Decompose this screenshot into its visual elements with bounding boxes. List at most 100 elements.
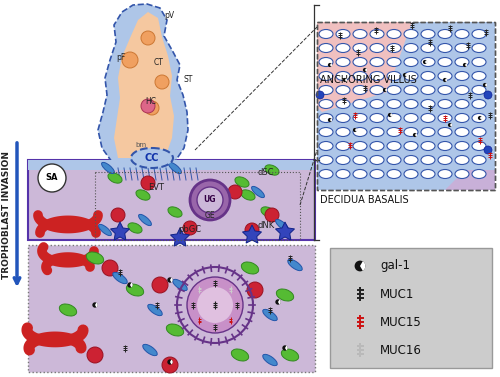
- Text: dNK: dNK: [258, 221, 275, 230]
- Ellipse shape: [387, 43, 401, 52]
- Ellipse shape: [336, 155, 350, 164]
- Circle shape: [484, 146, 492, 154]
- Ellipse shape: [370, 170, 384, 178]
- Ellipse shape: [235, 177, 249, 187]
- Text: gal-1: gal-1: [380, 259, 410, 273]
- Ellipse shape: [455, 72, 469, 81]
- Ellipse shape: [455, 29, 469, 38]
- Ellipse shape: [60, 304, 76, 316]
- Circle shape: [162, 357, 178, 373]
- Ellipse shape: [421, 155, 435, 164]
- Circle shape: [483, 83, 487, 87]
- Ellipse shape: [232, 349, 248, 361]
- Ellipse shape: [404, 100, 418, 109]
- Ellipse shape: [353, 29, 367, 38]
- Polygon shape: [98, 4, 188, 167]
- Ellipse shape: [241, 190, 255, 200]
- Ellipse shape: [128, 223, 142, 233]
- Ellipse shape: [136, 190, 150, 200]
- Text: HC: HC: [145, 97, 156, 106]
- Ellipse shape: [455, 155, 469, 164]
- Ellipse shape: [336, 72, 350, 81]
- Text: ANCHORING VILLUS: ANCHORING VILLUS: [320, 75, 417, 85]
- Circle shape: [128, 282, 132, 288]
- Ellipse shape: [421, 86, 435, 95]
- Ellipse shape: [387, 170, 401, 178]
- Ellipse shape: [242, 262, 258, 274]
- Text: pbGC: pbGC: [178, 225, 201, 234]
- Ellipse shape: [336, 113, 350, 123]
- Ellipse shape: [168, 162, 181, 174]
- Circle shape: [38, 164, 66, 192]
- Text: TROPHOBLAST INVASION: TROPHOBLAST INVASION: [2, 151, 12, 279]
- Circle shape: [423, 60, 427, 64]
- Ellipse shape: [455, 170, 469, 178]
- Circle shape: [328, 63, 332, 67]
- Ellipse shape: [319, 43, 333, 52]
- Ellipse shape: [438, 141, 452, 150]
- Ellipse shape: [370, 100, 384, 109]
- Ellipse shape: [404, 43, 418, 52]
- Ellipse shape: [370, 72, 384, 81]
- Wedge shape: [390, 113, 392, 117]
- Circle shape: [276, 299, 280, 305]
- Text: CT: CT: [154, 58, 164, 67]
- Text: MUC15: MUC15: [380, 316, 422, 328]
- Ellipse shape: [438, 155, 452, 164]
- Ellipse shape: [353, 170, 367, 178]
- Circle shape: [152, 277, 168, 293]
- Ellipse shape: [387, 29, 401, 38]
- Ellipse shape: [404, 86, 418, 95]
- Ellipse shape: [472, 72, 486, 81]
- Ellipse shape: [353, 100, 367, 109]
- Wedge shape: [285, 346, 288, 350]
- Ellipse shape: [438, 72, 452, 81]
- Ellipse shape: [455, 141, 469, 150]
- Circle shape: [282, 345, 288, 351]
- Wedge shape: [170, 278, 172, 282]
- Ellipse shape: [336, 58, 350, 66]
- Ellipse shape: [472, 141, 486, 150]
- Ellipse shape: [252, 186, 264, 198]
- Ellipse shape: [455, 127, 469, 136]
- Circle shape: [328, 118, 332, 122]
- Circle shape: [122, 52, 138, 68]
- Ellipse shape: [319, 113, 333, 123]
- Ellipse shape: [472, 127, 486, 136]
- Ellipse shape: [404, 155, 418, 164]
- Ellipse shape: [98, 224, 112, 236]
- Circle shape: [448, 123, 452, 127]
- Ellipse shape: [353, 155, 367, 164]
- Ellipse shape: [370, 43, 384, 52]
- Wedge shape: [385, 88, 387, 92]
- Ellipse shape: [370, 86, 384, 95]
- Ellipse shape: [472, 155, 486, 164]
- Polygon shape: [242, 225, 262, 243]
- Ellipse shape: [138, 215, 151, 225]
- Circle shape: [353, 128, 357, 132]
- Ellipse shape: [265, 165, 279, 175]
- Ellipse shape: [472, 113, 486, 123]
- Text: pF: pF: [116, 53, 125, 62]
- Bar: [317, 22, 495, 190]
- Ellipse shape: [131, 148, 173, 168]
- Ellipse shape: [353, 43, 367, 52]
- Ellipse shape: [126, 284, 144, 296]
- Circle shape: [363, 68, 367, 72]
- Wedge shape: [360, 261, 366, 271]
- Ellipse shape: [108, 173, 122, 183]
- Ellipse shape: [472, 29, 486, 38]
- Ellipse shape: [319, 58, 333, 66]
- Circle shape: [168, 359, 172, 365]
- Circle shape: [141, 99, 155, 113]
- Ellipse shape: [336, 170, 350, 178]
- Ellipse shape: [263, 354, 277, 366]
- Text: dSC: dSC: [258, 168, 274, 177]
- Ellipse shape: [148, 304, 162, 316]
- Ellipse shape: [319, 170, 333, 178]
- Ellipse shape: [276, 289, 293, 301]
- Ellipse shape: [404, 72, 418, 81]
- Ellipse shape: [387, 113, 401, 123]
- Polygon shape: [317, 22, 412, 112]
- Ellipse shape: [438, 86, 452, 95]
